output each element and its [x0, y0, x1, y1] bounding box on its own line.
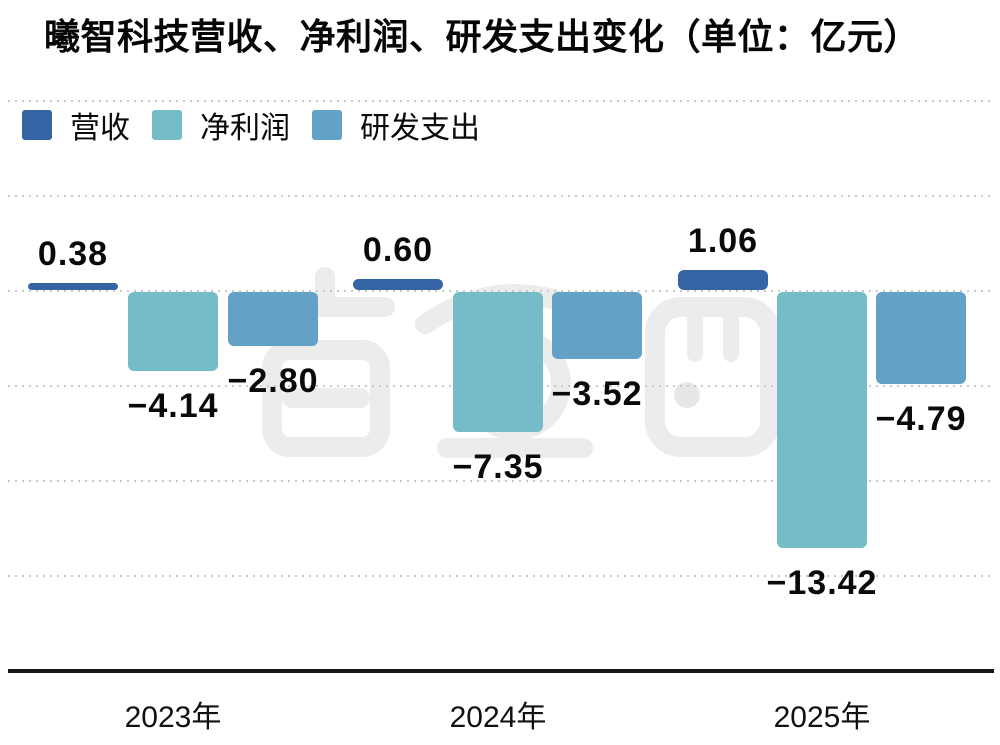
- gridline: [8, 195, 992, 197]
- x-label-2024: 2024年: [449, 701, 547, 734]
- value-label: −13.42: [766, 564, 878, 603]
- chart-title: 曦智科技营收、净利润、研发支出变化（单位：亿元）: [44, 16, 921, 57]
- bar-营收-2024年: [353, 278, 443, 290]
- gridline: [8, 575, 992, 577]
- gridline: [8, 480, 992, 482]
- legend-label-net-profit: 净利润: [200, 112, 290, 145]
- bar-净利润-2023年: [128, 292, 218, 372]
- value-label: −3.52: [551, 375, 643, 414]
- value-label: 1.06: [687, 221, 759, 260]
- legend-swatch-net-profit: [152, 110, 182, 140]
- x-label-2023: 2023年: [124, 701, 222, 734]
- bar-净利润-2024年: [453, 292, 543, 433]
- chart-legend: 营收 净利润 研发支出: [22, 108, 502, 145]
- value-label: −4.14: [127, 387, 219, 426]
- legend-swatch-revenue: [22, 110, 52, 140]
- legend-swatch-rd-spend: [312, 110, 342, 140]
- bar-研发支出-2025年: [876, 292, 966, 384]
- bar-营收-2025年: [678, 269, 768, 290]
- legend-label-rd-spend: 研发支出: [360, 112, 480, 145]
- value-label: −7.35: [452, 448, 544, 487]
- bar-营收-2023年: [28, 282, 118, 290]
- bar-研发支出-2023年: [228, 292, 318, 346]
- x-label-2025: 2025年: [773, 701, 871, 734]
- legend-label-revenue: 营收: [70, 112, 130, 145]
- gridline: [8, 100, 992, 102]
- value-label: −4.79: [875, 399, 967, 438]
- bar-净利润-2025年: [777, 292, 867, 549]
- value-label: 0.38: [37, 234, 109, 273]
- value-label: −2.80: [227, 361, 319, 400]
- bar-研发支出-2024年: [552, 292, 642, 360]
- gridline: [8, 290, 992, 292]
- value-label: 0.60: [362, 230, 434, 269]
- x-axis-line: [8, 669, 994, 673]
